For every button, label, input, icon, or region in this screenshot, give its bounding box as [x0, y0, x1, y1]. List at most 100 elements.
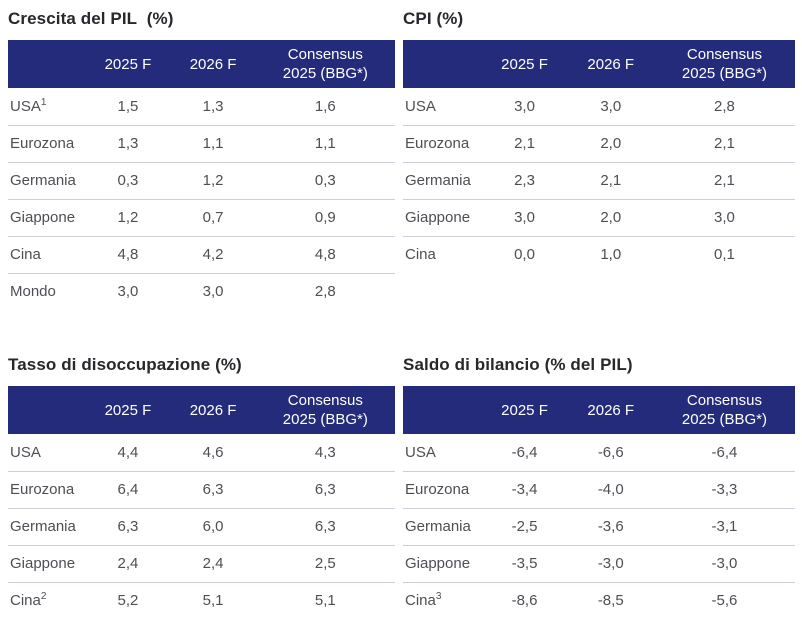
tables-grid: Crescita del PIL (%) 2025 F 2026 F Conse… — [8, 8, 795, 619]
unemployment-title: Tasso di disoccupazione (%) — [8, 355, 242, 374]
value-cell: 3,0 — [170, 272, 256, 310]
value-cell: 1,6 — [314, 97, 336, 115]
value-cell: 2,5 — [255, 544, 395, 582]
table-row: USA -6,4 -6,6 -6,4 — [403, 434, 795, 471]
header-2025f: 2025 F — [481, 386, 568, 434]
row-label: Eurozona — [403, 470, 482, 508]
gdp-growth-title: Crescita del PIL (%) — [8, 9, 174, 28]
value-cell: 2,4 — [170, 544, 256, 582]
value-cell: 2,1 — [653, 124, 795, 162]
header-2026f: 2026 F — [170, 386, 256, 434]
header-consensus-2025: Consensus 2025 (BBG*) — [255, 386, 395, 434]
header-2026f: 2026 F — [170, 40, 256, 88]
value-cell: 1,1 — [170, 124, 256, 162]
value-cell: 1,3 — [202, 97, 224, 115]
header-empty-cell — [403, 386, 482, 434]
table-header-row: 2025 F 2026 F Consensus 2025 (BBG*) — [403, 386, 795, 434]
value-cell: -8,6 — [481, 581, 568, 619]
value-cell: 5,2 — [85, 581, 171, 619]
table-row: Eurozona 1,3 1,1 1,1 — [8, 124, 395, 162]
row-label: Cina — [403, 235, 482, 273]
table-row: USA 4,4 4,6 4,3 — [8, 434, 395, 471]
value-cell: 0,3 — [255, 161, 395, 199]
table-row: Germania 0,3 1,2 0,3 — [8, 161, 395, 199]
value-cell: -2,5 — [481, 507, 568, 545]
table-row: Giappone 2,4 2,4 2,5 — [8, 544, 395, 582]
value-cell: -3,0 — [653, 544, 795, 582]
gdp-growth-table: 2025 F 2026 F Consensus 2025 (BBG*) USA1… — [8, 40, 395, 310]
footnote-marker: 3 — [435, 591, 442, 603]
section-gdp-growth: Crescita del PIL (%) 2025 F 2026 F Conse… — [8, 8, 395, 310]
row-label: Eurozona — [8, 124, 86, 162]
row-label: Mondo — [8, 272, 86, 310]
section-unemployment: Tasso di disoccupazione (%) 2025 F 2026 … — [8, 354, 395, 619]
value-cell: 0,3 — [85, 161, 171, 199]
value-cell: 2,1 — [481, 124, 568, 162]
cpi-title: CPI (%) — [403, 9, 464, 28]
budget-balance-table: 2025 F 2026 F Consensus 2025 (BBG*) USA -… — [403, 386, 795, 619]
header-empty-cell — [403, 40, 482, 88]
header-consensus-2025: Consensus 2025 (BBG*) — [653, 386, 795, 434]
table-row: Mondo 3,0 3,0 2,8 — [8, 272, 395, 310]
cpi-table: 2025 F 2026 F Consensus 2025 (BBG*) USA 3… — [403, 40, 795, 273]
row-label: Cina — [8, 235, 86, 273]
value-cell: -4,0 — [567, 470, 654, 508]
value-cell: 6,3 — [255, 507, 395, 545]
value-cell: -8,5 — [567, 581, 654, 619]
value-cell: 4,6 — [202, 443, 224, 461]
value-cell: 6,4 — [85, 470, 171, 508]
section-budget-balance: Saldo di bilancio (% del PIL) 2025 F 202… — [403, 354, 795, 619]
value-cell: 5,1 — [255, 581, 395, 619]
value-cell: -3,4 — [481, 470, 568, 508]
table-row: Giappone 1,2 0,7 0,9 — [8, 198, 395, 236]
unemployment-table: 2025 F 2026 F Consensus 2025 (BBG*) USA 4… — [8, 386, 395, 619]
value-cell: 1,2 — [170, 161, 256, 199]
value-cell: 2,0 — [567, 124, 654, 162]
row-label: Cina2 — [8, 581, 86, 619]
value-cell: 0,7 — [170, 198, 256, 236]
row-label: USA — [10, 443, 41, 461]
row-label: Giappone — [8, 198, 86, 236]
header-2025f: 2025 F — [481, 40, 568, 88]
table-row: Cina3 -8,6 -8,5 -5,6 — [403, 581, 795, 619]
value-cell: 2,1 — [567, 161, 654, 199]
row-label: Germania — [403, 507, 482, 545]
value-cell: 2,4 — [85, 544, 171, 582]
value-cell: 1,1 — [255, 124, 395, 162]
value-cell: -3,0 — [567, 544, 654, 582]
table-row: USA1 1,5 1,3 1,6 — [8, 88, 395, 125]
header-2026f: 2026 F — [567, 386, 654, 434]
header-2026f: 2026 F — [567, 40, 654, 88]
value-cell: -3,3 — [653, 470, 795, 508]
table-row: Giappone -3,5 -3,0 -3,0 — [403, 544, 795, 582]
table-row: Germania -2,5 -3,6 -3,1 — [403, 507, 795, 545]
value-cell: 2,3 — [481, 161, 568, 199]
footnote-marker: 1 — [40, 96, 47, 108]
value-cell: 5,1 — [170, 581, 256, 619]
value-cell: -6,6 — [597, 443, 624, 461]
row-label: Germania — [8, 161, 86, 199]
value-cell: 3,0 — [653, 198, 795, 236]
header-consensus-2025: Consensus 2025 (BBG*) — [255, 40, 395, 88]
row-label: Eurozona — [8, 470, 86, 508]
row-label: USA — [405, 97, 436, 115]
value-cell: 4,8 — [85, 235, 171, 273]
row-label: Giappone — [403, 544, 482, 582]
row-label: Cina3 — [403, 581, 482, 619]
table-row: Germania 2,3 2,1 2,1 — [403, 161, 795, 199]
table-row: Cina 0,0 1,0 0,1 — [403, 235, 795, 273]
value-cell: 1,2 — [85, 198, 171, 236]
header-2025f: 2025 F — [85, 386, 171, 434]
row-label: Germania — [403, 161, 482, 199]
value-cell: -5,6 — [653, 581, 795, 619]
value-cell: 1,0 — [567, 235, 654, 273]
table-row: USA 3,0 3,0 2,8 — [403, 88, 795, 125]
value-cell: 3,0 — [514, 97, 535, 115]
value-cell: -3,6 — [567, 507, 654, 545]
value-cell: 2,0 — [567, 198, 654, 236]
value-cell: 4,4 — [117, 443, 139, 461]
value-cell: 3,0 — [85, 272, 171, 310]
header-2025f: 2025 F — [85, 40, 171, 88]
budget-balance-title: Saldo di bilancio (% del PIL) — [403, 355, 633, 374]
